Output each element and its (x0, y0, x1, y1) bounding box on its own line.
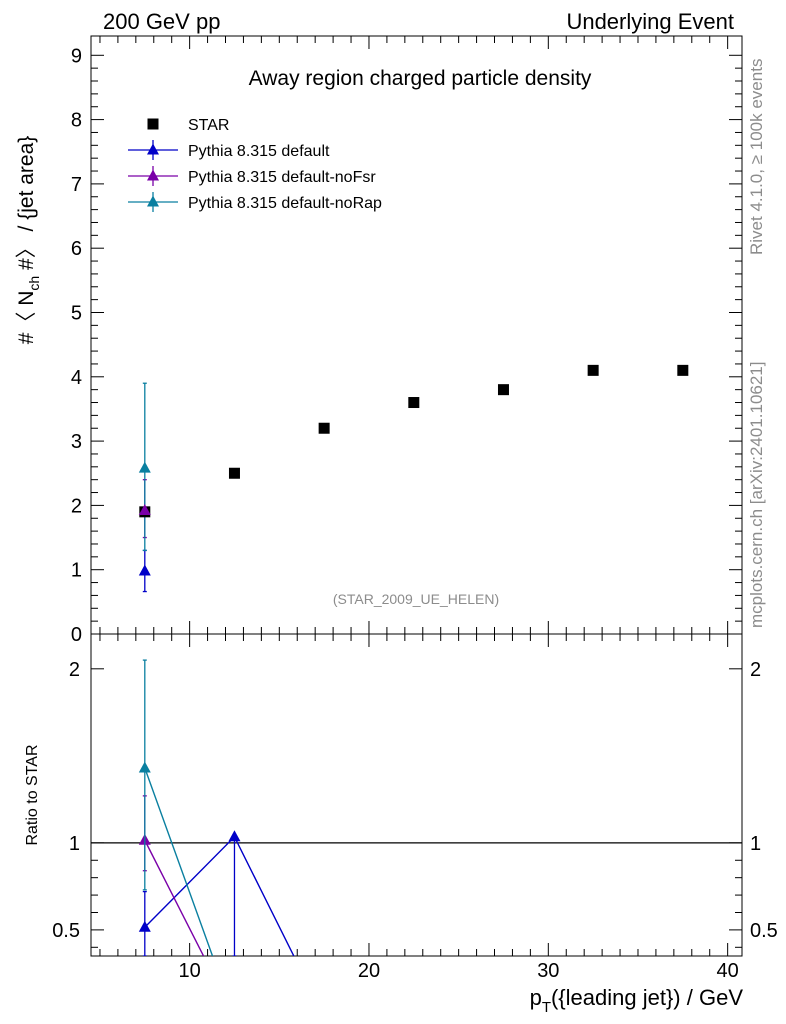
ratio-data (91, 659, 742, 956)
ratio-point (138, 920, 151, 932)
analysis-annotation: (STAR_2009_UE_HELEN) (333, 591, 499, 607)
y-tick-label: 1 (71, 560, 82, 582)
x-tick-label: 20 (358, 960, 380, 982)
header-left: 200 GeV pp (103, 9, 220, 34)
ratio-point (228, 830, 241, 842)
star-point (408, 397, 420, 409)
rivet-label: Rivet 4.1.0, ≥ 100k events (747, 59, 766, 255)
main-panel: 0 1 2 3 4 5 6 7 8 9 Away region charged particle … (15, 35, 743, 646)
y-tick-label: 4 (71, 367, 82, 389)
legend-label: STAR (188, 117, 229, 134)
ratio-frame (90, 633, 743, 957)
star-point (318, 422, 330, 434)
star-point (497, 384, 509, 396)
ratio-point (138, 761, 151, 773)
ratio-y-tick-label-left: 1 (69, 833, 80, 855)
legend-label: Pythia 8.315 default-noFsr (188, 169, 376, 186)
legend-label: Pythia 8.315 default-noRap (188, 195, 382, 212)
star-point (587, 364, 599, 376)
x-tick-label: 30 (537, 960, 559, 982)
y-tick-label: 0 (71, 624, 82, 646)
legend-marker-square (147, 118, 159, 130)
y-tick-label: 6 (71, 238, 82, 260)
ratio-line (144, 767, 214, 956)
legend-label: Pythia 8.315 default (188, 143, 330, 160)
ratio-y-tick-label-right: 1 (750, 833, 761, 855)
main-data (138, 364, 689, 593)
mc-point (138, 564, 151, 576)
ylabel-part-2: #〉 / {jet area} (15, 136, 38, 276)
y-tick-label: 5 (71, 302, 82, 324)
ratio-y-tick-label-right: 2 (750, 659, 761, 681)
ratio-ylabel: Ratio to STAR (24, 744, 41, 845)
ratio-y-tick-label-left: 0.5 (52, 920, 80, 942)
legend-marker-triangle (147, 143, 159, 155)
main-axis-ticks: 0 1 2 3 4 5 6 7 8 9 (71, 36, 742, 646)
star-point (228, 467, 240, 479)
star-point (677, 364, 689, 376)
mc-point (138, 461, 151, 473)
legend-marker-triangle (147, 169, 159, 181)
y-tick-label: 3 (71, 431, 82, 453)
x-tick-label: 10 (179, 960, 201, 982)
xlabel-rest: ({leading jet}) / GeV (551, 985, 743, 1010)
legend: STAR Pythia 8.315 default Pythia 8.315 def… (128, 117, 382, 212)
main-ylabel: #〈 Nch #〉 / {jet area} (15, 136, 42, 345)
ratio-line (144, 839, 205, 956)
x-tick-label: 40 (717, 960, 739, 982)
y-tick-label: 7 (71, 174, 82, 196)
ylabel-part-1: #〈 N (15, 291, 38, 345)
y-tick-label: 9 (71, 45, 82, 67)
source-label: mcplots.cern.ch [arXiv:2401.10621] (747, 362, 766, 628)
ratio-y-tick-label-left: 2 (69, 659, 80, 681)
ratio-panel: 10 20 30 40 0.5 0.5 1 1 2 2 Ratio to STAR pT({lea… (24, 633, 778, 1016)
mc-point (138, 504, 151, 516)
y-tick-label: 2 (71, 495, 82, 517)
legend-marker-triangle (147, 195, 159, 207)
xlabel: pT({leading jet}) / GeV (530, 985, 744, 1016)
y-tick-label: 8 (71, 110, 82, 132)
ratio-y-tick-label-right: 0.5 (750, 920, 778, 942)
ratio-axis-ticks: 10 20 30 40 0.5 0.5 1 1 2 2 (52, 634, 778, 982)
xlabel-subscript: T (542, 999, 551, 1016)
main-title: Away region charged particle density (249, 67, 592, 90)
xlabel-p: p (530, 985, 542, 1010)
header-right: Underlying Event (566, 9, 734, 34)
ylabel-subscript: ch (26, 276, 42, 291)
